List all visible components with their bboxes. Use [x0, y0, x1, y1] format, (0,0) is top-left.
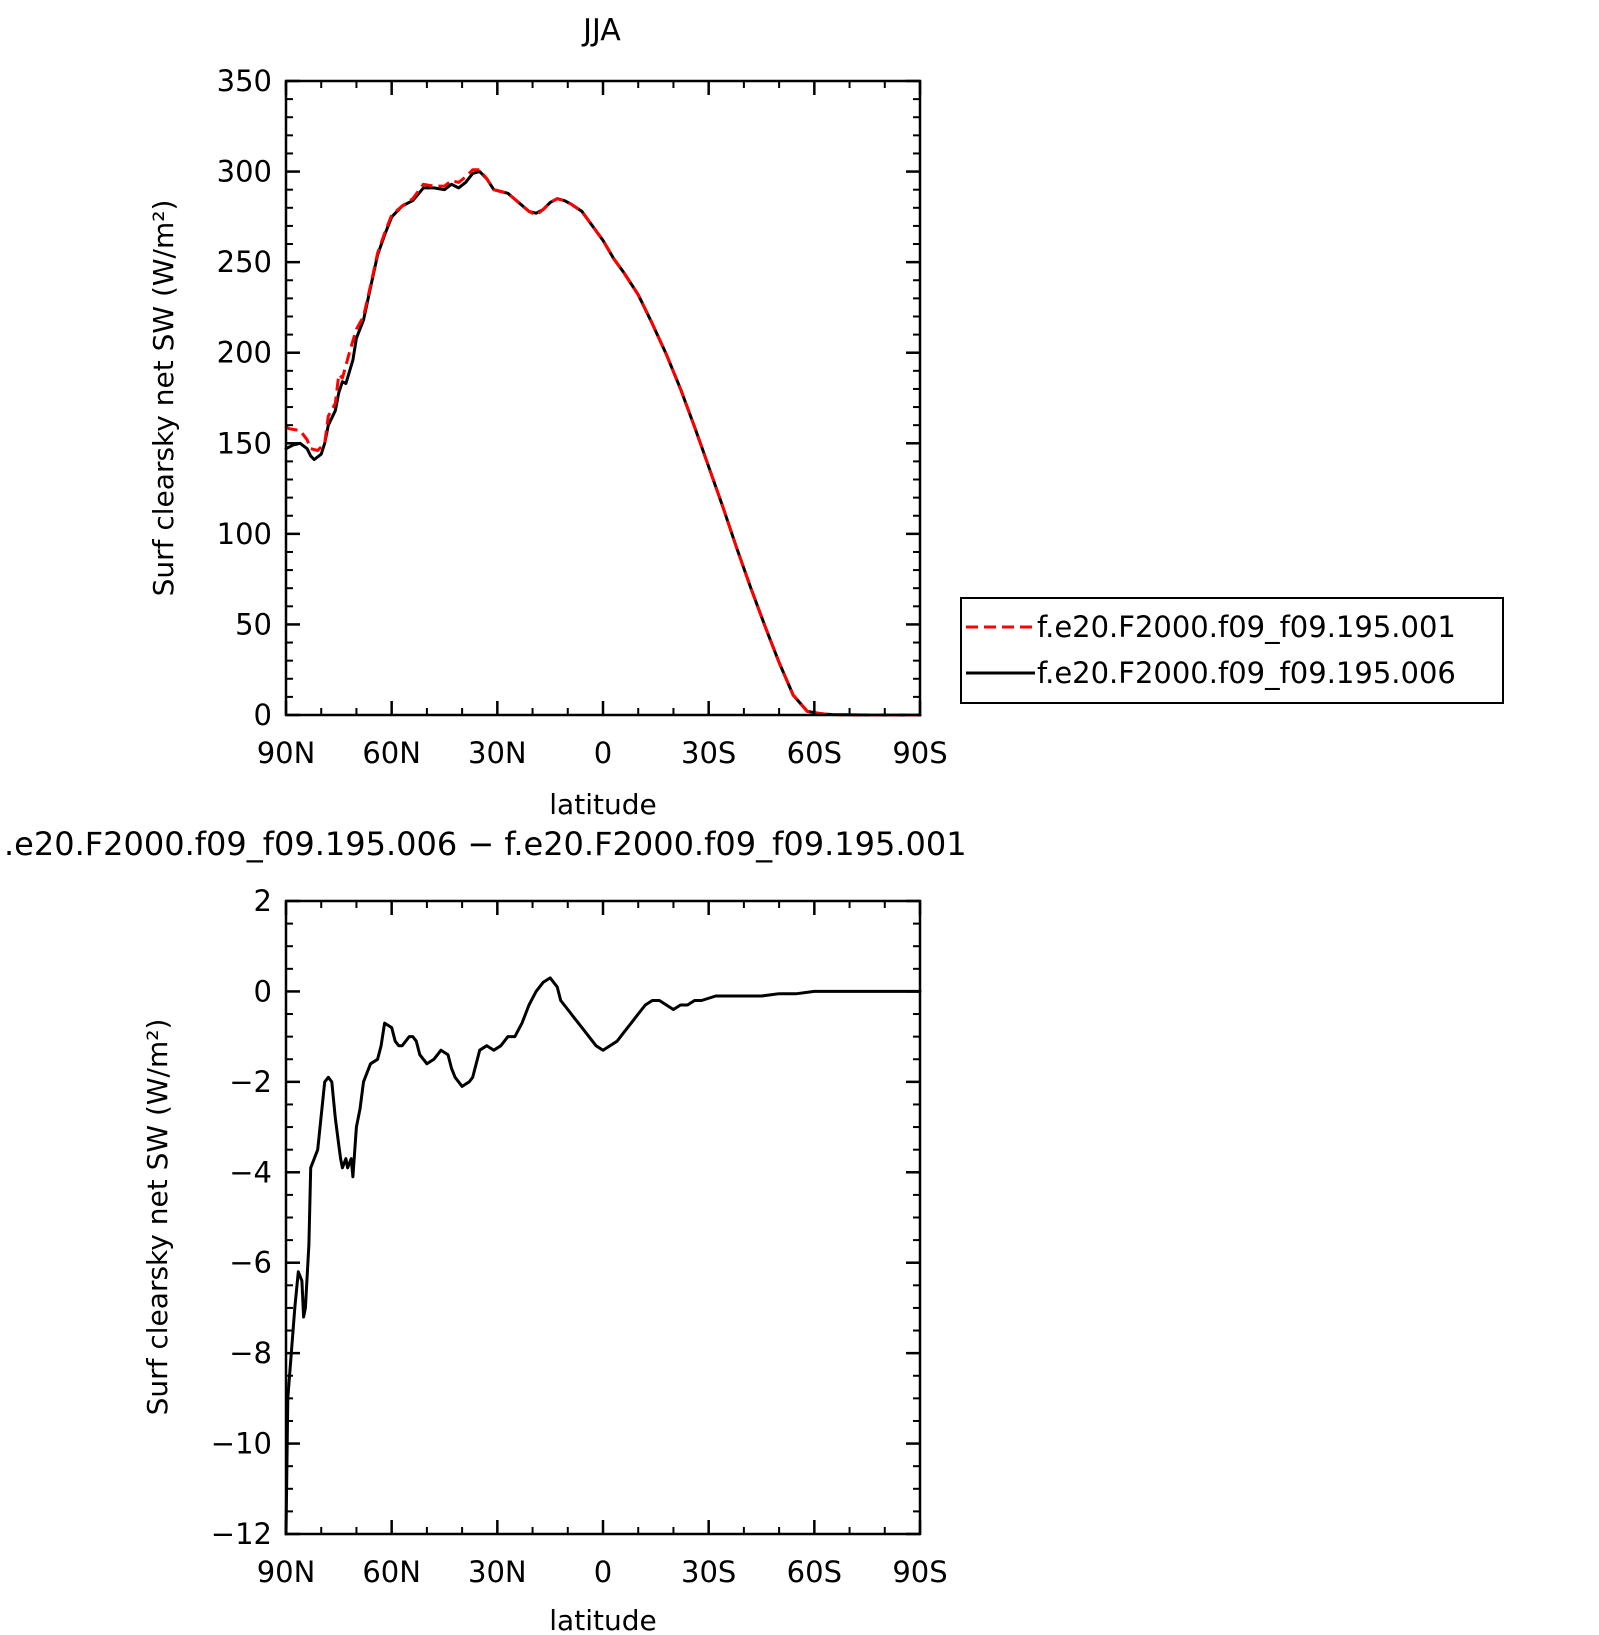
bottom-y-tick-label: 0: [254, 974, 272, 1008]
bottom-series-line-1: [284, 976, 922, 1536]
bottom-y-tick-label: −12: [211, 1517, 272, 1551]
bottom-chart-series-lines: [284, 976, 922, 1536]
top-y-axis-label: Surf clearsky net SW (W/m²): [147, 200, 180, 597]
bottom-panel: .e20.F2000.f09_f09.195.006 − f.e20.F2000…: [4, 825, 967, 1635]
top-x-tick-label: 90S: [892, 736, 947, 770]
bottom-x-tick-label: 30N: [468, 1555, 527, 1589]
top-chart-series-lines: [284, 168, 922, 717]
top-x-tick-label: 30N: [468, 736, 527, 770]
legend-label-series-1: f.e20.F2000.f09_f09.195.001: [1037, 610, 1456, 644]
top-series-line-2: [284, 170, 922, 717]
bottom-x-tick-label: 30S: [681, 1555, 736, 1589]
bottom-y-tick-label: −2: [229, 1065, 272, 1099]
top-y-tick-label: 150: [217, 426, 272, 460]
top-chart-title: JJA: [581, 13, 621, 48]
bottom-y-tick-label: −6: [229, 1246, 272, 1280]
top-panel: JJA 90N 60N 30N 0 30S 60S 90S 0 50 100 150 200 250 30…: [147, 13, 1504, 821]
bottom-plot-frame: [284, 899, 922, 1536]
top-plot-frame: [284, 79, 922, 717]
legend-box: [960, 597, 1504, 704]
top-y-tick-label: 350: [217, 64, 272, 98]
bottom-x-tick-label: 0: [594, 1555, 612, 1589]
top-y-tick-label: 50: [235, 607, 272, 641]
bottom-x-axis-label: latitude: [549, 1604, 656, 1635]
bottom-y-tick-label: −4: [229, 1155, 272, 1189]
top-x-tick-label: 60N: [362, 736, 421, 770]
bottom-x-tick-label: 60N: [362, 1555, 421, 1589]
bottom-y-tick-label: −10: [211, 1427, 272, 1461]
bottom-x-tick-label: 90N: [257, 1555, 316, 1589]
top-x-axis-label: latitude: [549, 788, 656, 821]
bottom-x-tick-label: 60S: [787, 1555, 842, 1589]
top-y-tick-label: 250: [217, 245, 272, 279]
top-x-tick-label: 30S: [681, 736, 736, 770]
bottom-x-tick-label: 90S: [892, 1555, 947, 1589]
top-y-tick-label: 100: [217, 517, 272, 551]
top-x-tick-label: 60S: [787, 736, 842, 770]
bottom-y-tick-label: −8: [229, 1336, 272, 1370]
top-y-tick-label: 300: [217, 155, 272, 189]
bottom-chart-title: .e20.F2000.f09_f09.195.006 − f.e20.F2000…: [4, 825, 967, 863]
top-y-tick-label: 200: [217, 336, 272, 370]
top-series-line-1: [285, 168, 920, 717]
bottom-chart-ticks: 90N 60N 30N 0 30S 60S 90S 2 0 −2 −4 −6 −8 −10 −12: [211, 884, 948, 1589]
top-y-tick-label: 0: [254, 698, 272, 732]
bottom-y-axis-label: Surf clearsky net SW (W/m²): [141, 1019, 174, 1416]
top-chart-ticks: 90N 60N 30N 0 30S 60S 90S 0 50 100 150 200 250 300 350: [217, 64, 948, 770]
top-legend: f.e20.F2000.f09_f09.195.001 f.e20.F2000.…: [960, 597, 1504, 704]
top-x-tick-label: 90N: [257, 736, 316, 770]
bottom-y-tick-label: 2: [254, 884, 272, 918]
legend-label-series-2: f.e20.F2000.f09_f09.195.006: [1037, 656, 1456, 690]
top-x-tick-label: 0: [594, 736, 612, 770]
